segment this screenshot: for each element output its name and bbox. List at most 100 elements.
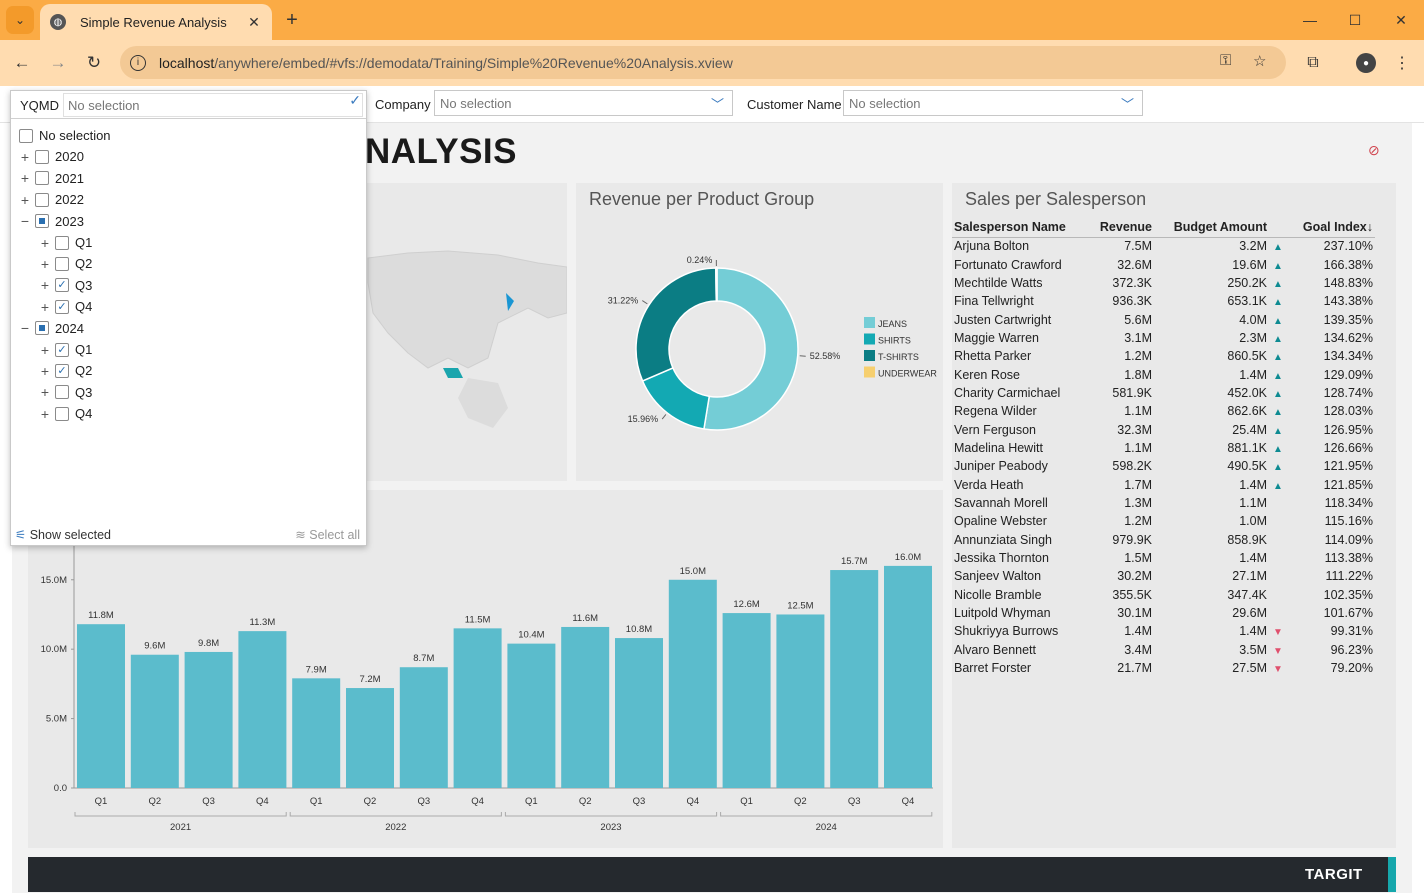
new-tab-icon[interactable]: + — [280, 8, 304, 32]
tree-checkbox[interactable] — [35, 150, 49, 164]
donut-slice[interactable] — [716, 268, 717, 301]
browser-tab[interactable]: ◍ Simple Revenue Analysis ✕ — [40, 4, 272, 40]
col-salesperson[interactable]: Salesperson Name — [952, 217, 1092, 237]
back-icon[interactable]: ← — [10, 51, 34, 75]
tree-item[interactable]: +Q2 — [35, 253, 92, 274]
menu-icon[interactable]: ⋮ — [1390, 51, 1414, 75]
tab-search-icon[interactable]: ⌄ — [6, 6, 34, 34]
bar[interactable] — [346, 688, 394, 788]
profile-avatar[interactable]: ● — [1356, 53, 1376, 73]
donut-slice[interactable] — [704, 268, 798, 430]
company-select[interactable]: No selection ﹀ — [434, 90, 733, 116]
bar[interactable] — [400, 667, 448, 788]
bar[interactable] — [131, 655, 179, 788]
tree-checkbox[interactable] — [55, 407, 69, 421]
donut-slice[interactable] — [636, 268, 716, 381]
expand-icon[interactable]: + — [35, 406, 55, 422]
expand-icon[interactable]: + — [35, 299, 55, 315]
maximize-icon[interactable]: ☐ — [1343, 8, 1367, 32]
bar[interactable] — [561, 627, 609, 788]
tree-item[interactable]: +Q4 — [35, 403, 92, 424]
expand-icon[interactable]: + — [35, 384, 55, 400]
expand-icon[interactable]: + — [15, 149, 35, 165]
tree-checkbox[interactable] — [35, 321, 49, 335]
extensions-icon[interactable]: ⧉ — [1301, 51, 1325, 75]
tree-item[interactable]: −2023 — [15, 211, 84, 232]
site-info-icon[interactable]: i — [130, 55, 146, 71]
tree-item[interactable]: +Q1 — [35, 232, 92, 253]
url-bar[interactable]: i localhost/anywhere/embed/#vfs://demoda… — [120, 46, 1286, 79]
bar[interactable] — [77, 624, 125, 788]
expand-icon[interactable]: + — [15, 192, 35, 208]
tree-item[interactable]: +Q3 — [35, 382, 92, 403]
tree-checkbox[interactable] — [55, 236, 69, 250]
expand-icon[interactable]: + — [35, 235, 55, 251]
expand-icon[interactable]: + — [35, 277, 55, 293]
expand-icon[interactable]: + — [15, 170, 35, 186]
bookmark-star-icon[interactable]: ☆ — [1253, 52, 1266, 70]
tree-item[interactable]: +✓Q4 — [35, 296, 92, 317]
bar[interactable] — [884, 566, 932, 788]
bar[interactable] — [292, 678, 340, 788]
password-key-icon[interactable]: ⚿ — [1220, 52, 1231, 69]
reload-icon[interactable]: ↻ — [82, 51, 106, 75]
tree-checkbox[interactable] — [35, 193, 49, 207]
collapse-icon[interactable]: − — [15, 320, 35, 336]
expand-icon[interactable]: + — [35, 342, 55, 358]
tree-item[interactable]: −2024 — [15, 318, 84, 339]
close-tab-icon[interactable]: ✕ — [242, 10, 266, 34]
tree-item[interactable]: No selection — [15, 125, 111, 146]
bar[interactable] — [238, 631, 286, 788]
tree-item[interactable]: +✓Q1 — [35, 339, 92, 360]
bar[interactable] — [454, 628, 502, 788]
tree-checkbox[interactable]: ✓ — [55, 278, 69, 292]
tree-checkbox[interactable] — [35, 171, 49, 185]
bar[interactable] — [507, 644, 555, 788]
show-selected-button[interactable]: ⚟ Show selected — [15, 527, 111, 542]
tree-checkbox[interactable] — [55, 257, 69, 271]
select-all-button[interactable]: ≋ Select all — [295, 527, 360, 542]
tree-checkbox[interactable] — [35, 214, 49, 228]
tree-item[interactable]: +✓Q3 — [35, 275, 92, 296]
tree-checkbox[interactable] — [19, 129, 33, 143]
expand-icon[interactable]: + — [35, 363, 55, 379]
tree-checkbox[interactable]: ✓ — [55, 364, 69, 378]
bar[interactable] — [830, 570, 878, 788]
tree-checkbox[interactable] — [55, 385, 69, 399]
col-revenue[interactable]: Revenue — [1092, 217, 1154, 237]
customer-name-select[interactable]: No selection ﹀ — [843, 90, 1143, 116]
collapse-icon[interactable]: − — [15, 213, 35, 229]
tree-item[interactable]: +✓Q2 — [35, 360, 92, 381]
check-icon[interactable]: ✓ — [349, 92, 361, 109]
tree-item[interactable]: +2020 — [15, 146, 84, 167]
expand-icon[interactable]: + — [35, 256, 55, 272]
yqmd-search-input[interactable]: No selection — [63, 93, 363, 117]
forward-icon[interactable]: → — [46, 51, 70, 75]
tree-checkbox[interactable]: ✓ — [55, 343, 69, 357]
minimize-icon[interactable]: — — [1298, 8, 1322, 32]
bar[interactable] — [615, 638, 663, 788]
hide-filter-icon[interactable]: ⊘ — [1368, 142, 1384, 158]
col-budget[interactable]: Budget Amount — [1154, 217, 1269, 237]
